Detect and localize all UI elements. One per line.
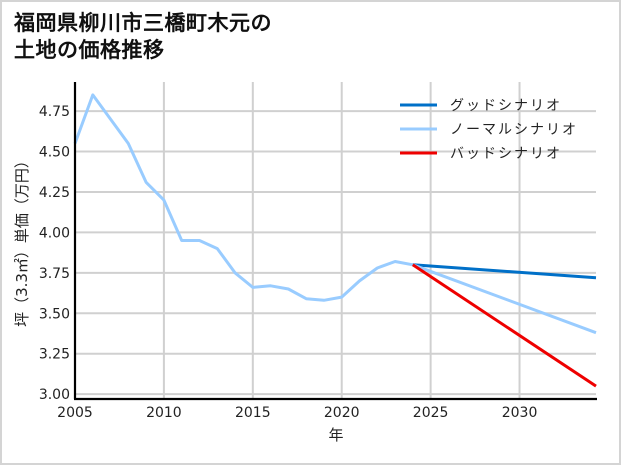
x-tick-label: 2005 (57, 405, 93, 421)
series-line (73, 93, 414, 302)
y-tick-label: 4.00 (39, 225, 70, 241)
y-axis-label: 坪（3.3㎡）単価（万円） (13, 153, 31, 327)
chart-title-line-1: 福岡県柳川市三橋町木元の (14, 11, 272, 35)
legend-label: バッドシナリオ (450, 146, 562, 162)
y-tick-labels: 3.00 3.25 3.50 3.75 4.00 4.25 4.50 4.75 (39, 104, 70, 403)
chart-title: 福岡県柳川市三橋町木元の 土地の価格推移 (14, 10, 272, 64)
series-line (412, 263, 597, 280)
y-tick-label: 3.50 (39, 306, 70, 322)
y-tick-label: 4.50 (39, 145, 70, 161)
chart-title-line-2: 土地の価格推移 (14, 38, 165, 62)
x-tick-label: 2030 (502, 405, 538, 421)
grid-lines (75, 82, 596, 399)
x-tick-label: 2010 (146, 405, 182, 421)
y-tick-label: 3.75 (39, 266, 70, 282)
x-tick-label: 2020 (324, 405, 360, 421)
series-line (412, 263, 597, 335)
series-line (411, 263, 597, 388)
y-tick-label: 4.75 (39, 104, 70, 120)
x-tick-label: 2015 (235, 405, 271, 421)
legend-label: グッドシナリオ (450, 98, 562, 114)
y-tick-label: 4.25 (39, 185, 70, 201)
y-tick-label: 3.00 (39, 387, 70, 403)
legend-label: ノーマルシナリオ (450, 122, 578, 138)
x-axis-label: 年 (328, 426, 343, 444)
x-tick-labels: 2005 2010 2015 2020 2025 2030 (57, 405, 537, 421)
x-tick-label: 2025 (413, 405, 449, 421)
series-lines (73, 93, 597, 388)
y-tick-label: 3.25 (39, 347, 70, 363)
axes (73, 82, 597, 401)
